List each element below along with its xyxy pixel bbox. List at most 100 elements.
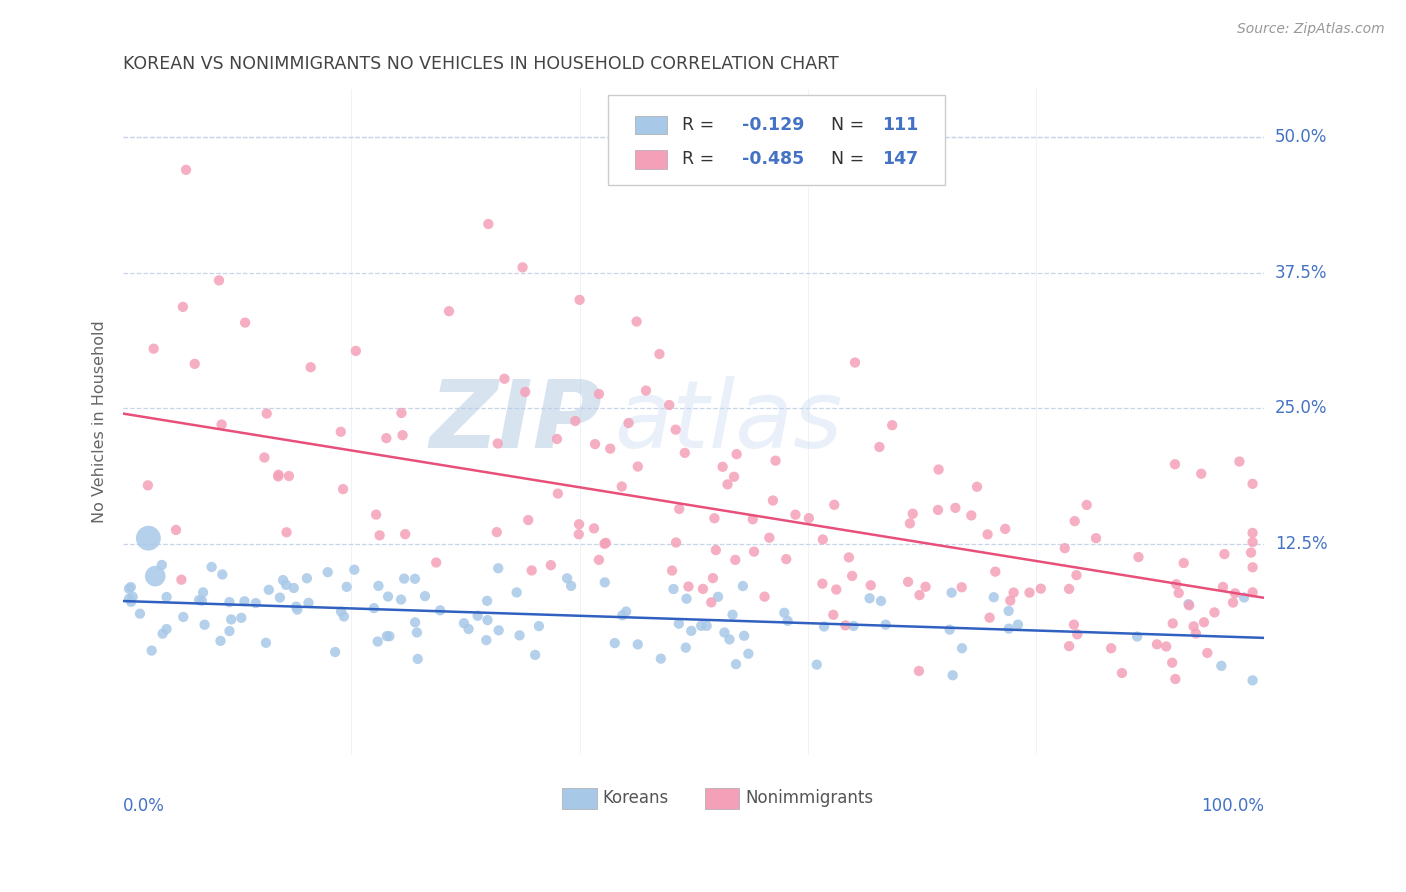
Point bbox=[299, 360, 322, 375]
FancyBboxPatch shape bbox=[562, 788, 596, 809]
Point bbox=[875, 617, 897, 632]
Point bbox=[512, 260, 534, 275]
Point bbox=[368, 528, 391, 542]
Point bbox=[155, 590, 177, 604]
Text: KOREAN VS NONIMMIGRANTS NO VEHICLES IN HOUSEHOLD CORRELATION CHART: KOREAN VS NONIMMIGRANTS NO VEHICLES IN H… bbox=[124, 55, 839, 73]
Point bbox=[703, 511, 725, 525]
Point bbox=[375, 629, 398, 643]
Text: 111: 111 bbox=[882, 116, 918, 134]
Point bbox=[121, 590, 143, 604]
Point bbox=[941, 585, 963, 599]
Point bbox=[650, 651, 672, 665]
Point bbox=[257, 582, 280, 597]
Point bbox=[1241, 585, 1264, 599]
Point bbox=[316, 565, 339, 579]
Point bbox=[901, 507, 924, 521]
Point bbox=[617, 416, 640, 430]
Point bbox=[983, 591, 1005, 605]
Point bbox=[323, 645, 346, 659]
Point bbox=[329, 425, 352, 439]
Text: 100.0%: 100.0% bbox=[1201, 797, 1264, 814]
Point bbox=[725, 447, 748, 461]
Point bbox=[765, 453, 787, 467]
Point bbox=[593, 575, 616, 590]
Point bbox=[1154, 640, 1177, 654]
Point bbox=[1241, 560, 1264, 574]
Point bbox=[942, 668, 965, 682]
Point bbox=[823, 607, 845, 622]
Point bbox=[477, 217, 499, 231]
Point bbox=[165, 523, 187, 537]
Point bbox=[1182, 619, 1205, 633]
Point bbox=[704, 543, 727, 558]
Point bbox=[218, 624, 240, 639]
Point bbox=[1241, 673, 1264, 688]
Text: R =: R = bbox=[682, 116, 720, 134]
Point bbox=[721, 607, 744, 622]
Point bbox=[908, 588, 931, 602]
Point bbox=[142, 342, 165, 356]
Point bbox=[668, 502, 690, 516]
Point bbox=[118, 591, 141, 606]
Point bbox=[183, 357, 205, 371]
Point bbox=[841, 569, 863, 583]
Point bbox=[634, 384, 657, 398]
Text: N =: N = bbox=[831, 151, 869, 169]
Point bbox=[733, 629, 755, 643]
Point bbox=[1164, 672, 1187, 686]
Point bbox=[231, 611, 253, 625]
Point bbox=[138, 531, 160, 545]
Point bbox=[564, 414, 586, 428]
Point bbox=[1063, 617, 1085, 632]
Point bbox=[366, 508, 388, 522]
Point bbox=[882, 418, 904, 433]
Point bbox=[233, 316, 256, 330]
Point bbox=[976, 527, 998, 541]
FancyBboxPatch shape bbox=[636, 150, 668, 169]
Point bbox=[806, 657, 828, 672]
Point bbox=[713, 625, 735, 640]
Point bbox=[1053, 541, 1076, 556]
Point bbox=[188, 593, 211, 607]
Point bbox=[718, 632, 741, 647]
Point bbox=[209, 633, 232, 648]
Point bbox=[723, 470, 745, 484]
Point bbox=[568, 527, 591, 541]
Point bbox=[742, 544, 765, 558]
Point bbox=[1177, 597, 1199, 611]
Point bbox=[997, 604, 1019, 618]
Point bbox=[1241, 525, 1264, 540]
Point bbox=[245, 596, 267, 610]
Point bbox=[406, 652, 429, 666]
Point bbox=[1166, 577, 1188, 591]
Point bbox=[367, 579, 389, 593]
Point bbox=[785, 508, 807, 522]
Point bbox=[842, 619, 865, 633]
Point bbox=[509, 628, 531, 642]
Text: 0.0%: 0.0% bbox=[124, 797, 165, 814]
Point bbox=[1146, 637, 1168, 651]
Point bbox=[711, 459, 734, 474]
Point bbox=[437, 304, 460, 318]
Point bbox=[546, 432, 568, 446]
Point bbox=[136, 478, 159, 492]
Point bbox=[1222, 596, 1244, 610]
Point bbox=[120, 580, 142, 594]
Point bbox=[690, 619, 713, 633]
Point bbox=[129, 607, 152, 621]
Point bbox=[908, 664, 931, 678]
Point bbox=[269, 591, 291, 605]
Point bbox=[1057, 582, 1080, 596]
Point bbox=[118, 582, 141, 596]
Point bbox=[494, 372, 516, 386]
Point bbox=[868, 440, 890, 454]
Point bbox=[825, 582, 848, 597]
Point bbox=[741, 512, 763, 526]
Point bbox=[994, 522, 1017, 536]
Point bbox=[681, 624, 703, 638]
Point bbox=[172, 300, 194, 314]
Point bbox=[662, 582, 685, 596]
Point bbox=[274, 578, 297, 592]
Point bbox=[675, 591, 697, 606]
Point bbox=[844, 355, 866, 369]
